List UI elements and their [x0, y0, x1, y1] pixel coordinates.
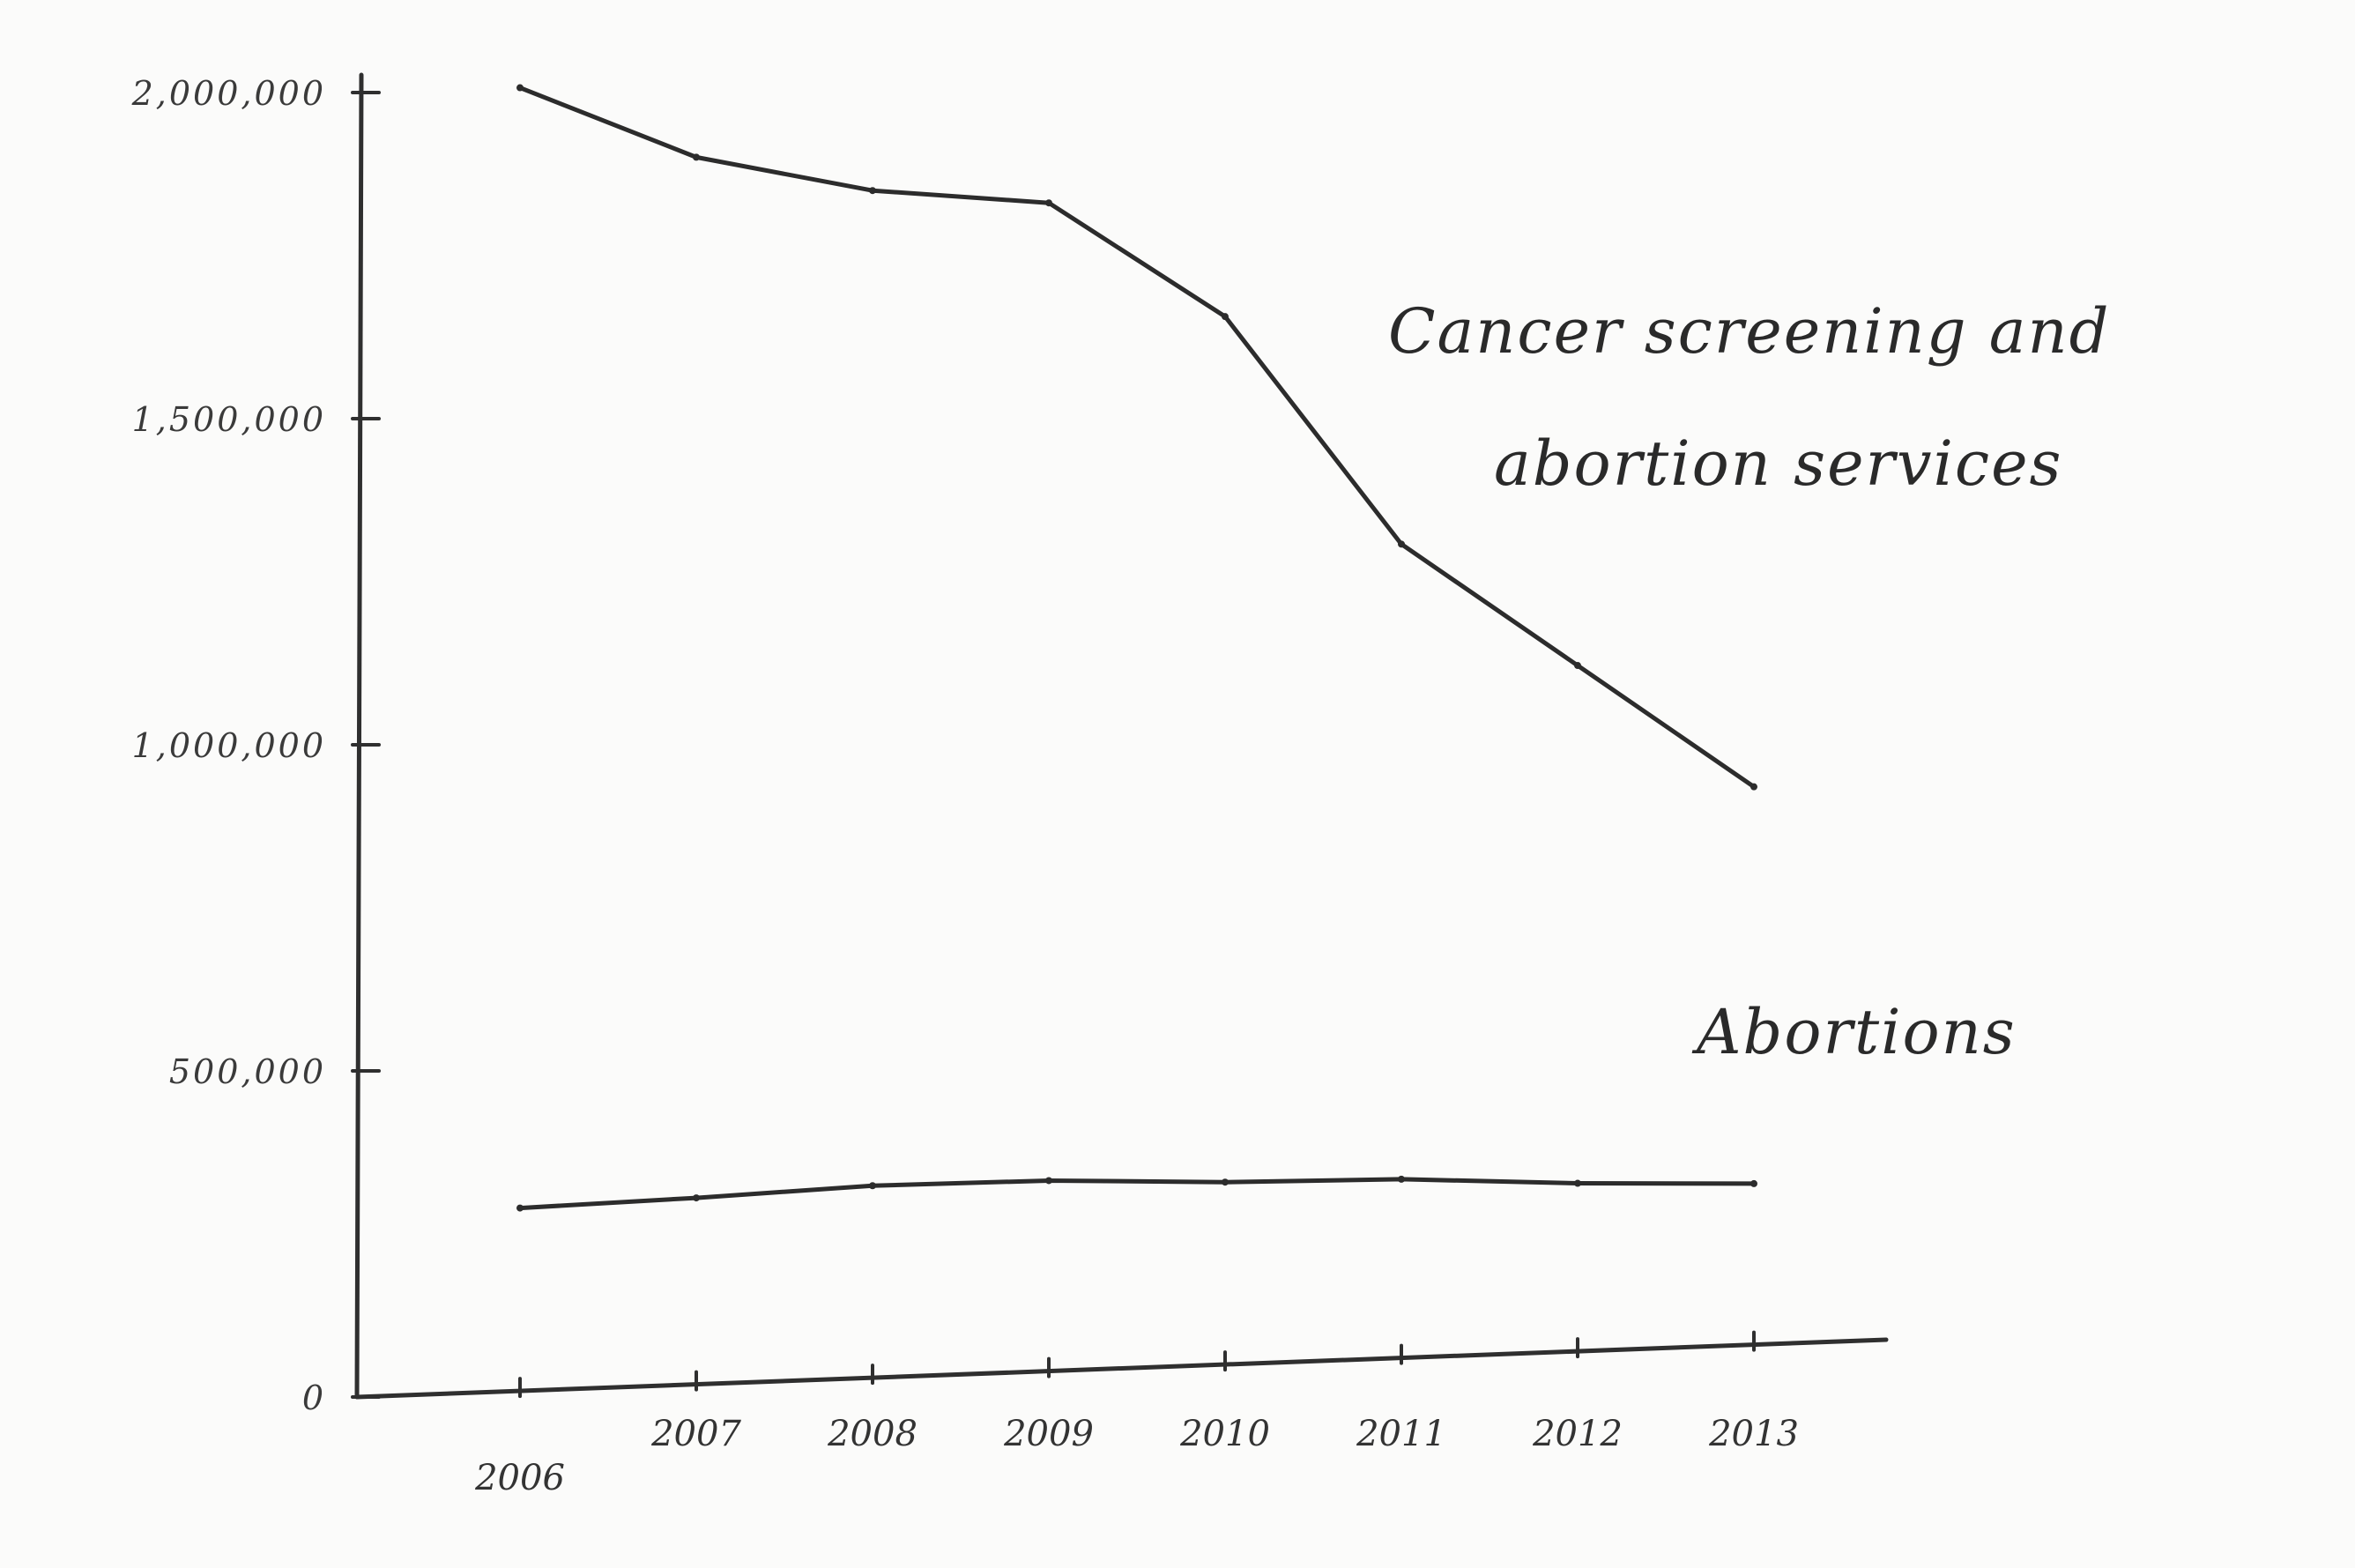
data-point: [516, 1204, 524, 1212]
x-tick-label: 2006: [474, 1458, 565, 1498]
data-point: [1222, 313, 1229, 321]
y-tick-label: 1,500,000: [132, 400, 326, 439]
data-point: [1574, 1179, 1581, 1187]
series-label: abortion services: [1494, 427, 2062, 500]
series-labels: Cancer screening and abortion services Abo…: [1388, 295, 2110, 1068]
y-tick-label: 0: [302, 1379, 326, 1417]
x-tick-label: 2007: [650, 1414, 741, 1454]
data-point: [869, 187, 876, 195]
data-point: [1750, 783, 1757, 791]
x-tick-label: 2010: [1179, 1414, 1270, 1454]
y-axis: [354, 72, 364, 1400]
data-point: [1398, 540, 1405, 548]
data-point: [693, 1194, 700, 1202]
series-label: Abortions: [1691, 996, 2017, 1068]
data-point: [516, 84, 524, 92]
x-axis: [354, 1337, 1889, 1400]
x-tick-label: 2011: [1356, 1414, 1446, 1454]
y-tick-label: 2,000,000: [131, 74, 326, 113]
x-tick-label: 2012: [1532, 1414, 1623, 1454]
x-tick-label: 2009: [1003, 1414, 1094, 1454]
data-point: [1045, 199, 1052, 207]
data-point: [1750, 1179, 1757, 1187]
x-axis-ticks: 2006 2007 2008 2009 2010 2011 2012 2013: [474, 1330, 1799, 1498]
data-point: [1222, 1178, 1229, 1186]
series-line-0: [517, 85, 1757, 790]
y-tick-label: 1,000,000: [132, 726, 326, 765]
series-group: [516, 84, 1757, 1212]
series-label: Cancer screening and: [1388, 295, 2110, 368]
y-axis-ticks: 0 500,000 1,000,000 1,500,000 2,000,000: [131, 74, 381, 1417]
data-point: [1045, 1177, 1052, 1185]
x-tick-label: 2013: [1708, 1414, 1799, 1454]
x-tick-label: 2008: [827, 1414, 917, 1454]
data-point: [1574, 662, 1581, 670]
y-tick-label: 500,000: [169, 1052, 326, 1091]
data-point: [869, 1182, 876, 1190]
data-point: [1398, 1175, 1405, 1183]
data-point: [693, 153, 700, 161]
series-line-1: [517, 1177, 1757, 1211]
